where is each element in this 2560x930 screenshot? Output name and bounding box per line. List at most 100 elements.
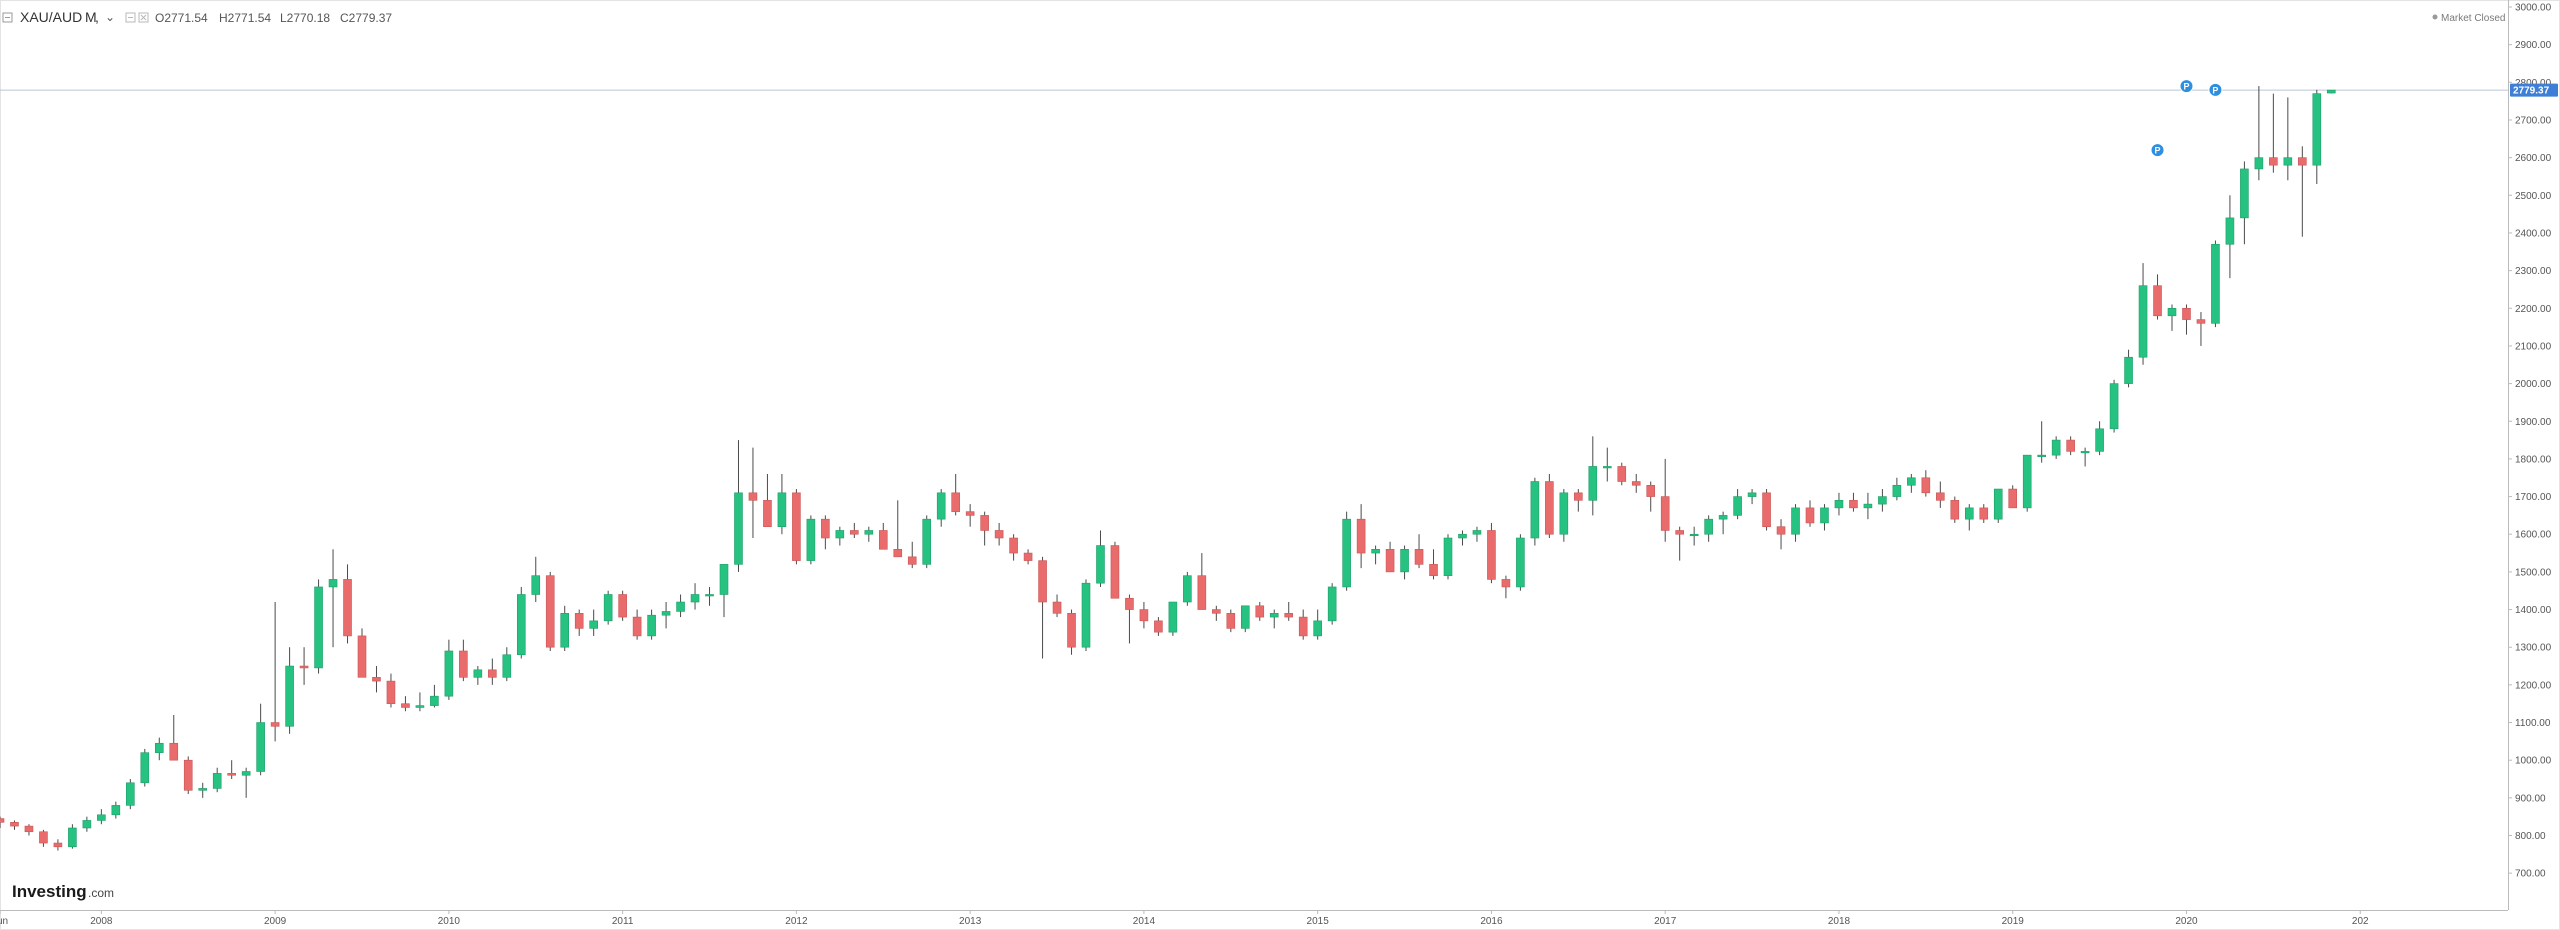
candle — [198, 782, 208, 798]
candle — [574, 609, 584, 636]
candle-body-down — [1660, 496, 1670, 531]
x-tick-label: 2016 — [1480, 916, 1503, 927]
candle — [0, 816, 5, 828]
candle-body-down — [459, 650, 468, 678]
candle-body-up — [1820, 507, 1829, 524]
candle — [2080, 447, 2090, 467]
candle — [1646, 481, 1656, 512]
candle — [2283, 97, 2293, 181]
candle-body-up — [1240, 605, 1250, 629]
candle — [1574, 489, 1583, 512]
candle-body-down — [1921, 477, 1931, 494]
event-marker[interactable]: P — [2208, 82, 2223, 97]
candle — [980, 511, 989, 546]
candle — [1892, 477, 1902, 501]
candle-body-up — [1689, 533, 1699, 537]
candle-body-up — [2240, 168, 2249, 219]
candle-body-down — [1110, 545, 1120, 599]
brand-name: Investing — [12, 882, 87, 901]
candle — [719, 564, 729, 618]
candle — [1154, 617, 1163, 636]
candle — [2326, 89, 2336, 94]
candle — [2312, 89, 2322, 184]
separator-comma: , — [95, 9, 99, 25]
candle — [2109, 379, 2119, 433]
candle-body-up — [1096, 545, 1105, 584]
settings-icon[interactable] — [125, 12, 136, 23]
y-axis: 700.00 800.00 900.00 1000.00 1100.00 1200.00 1… — [2508, 0, 2552, 910]
dropdown-chevron-icon[interactable]: ⌄ — [105, 10, 115, 24]
x-axis: Jun 2008 2009 2010 2011 2012 2013 2014 2015 2016 2… — [0, 910, 2508, 927]
candle — [1052, 594, 1062, 618]
candle-body-up — [2225, 217, 2235, 245]
y-tick-label: 1800.00 — [2515, 454, 2552, 465]
candle — [632, 609, 642, 640]
candles — [0, 86, 2336, 851]
candle-body-up — [690, 594, 700, 603]
candle — [1400, 545, 1409, 580]
event-marker[interactable]: P — [2150, 143, 2165, 158]
candle-body-down — [1385, 548, 1395, 573]
x-tick-label: 2015 — [1307, 916, 1330, 927]
candle-body-down — [386, 680, 396, 705]
candle-body-down — [1617, 466, 1627, 482]
candle — [1443, 534, 1453, 580]
candle — [1936, 481, 1945, 508]
candle — [1284, 602, 1294, 621]
candle — [1371, 545, 1380, 565]
y-tick-label: 1400.00 — [2515, 605, 2552, 616]
candle — [241, 767, 251, 798]
candle-body-down — [1284, 613, 1294, 618]
candle-body-up — [2167, 307, 2177, 317]
y-tick-label: 2200.00 — [2515, 304, 2552, 315]
y-tick-label: 2600.00 — [2515, 153, 2552, 164]
candle — [1791, 504, 1800, 542]
candle — [126, 779, 135, 810]
collapse-icon[interactable] — [2, 12, 13, 23]
candle — [1530, 477, 1540, 546]
y-tick-label: 1200.00 — [2515, 680, 2552, 691]
candle — [907, 541, 917, 569]
candle — [560, 605, 570, 651]
candle-body-up — [1791, 507, 1800, 535]
candle-body-down — [1545, 481, 1554, 535]
candle-body-up — [603, 594, 613, 622]
candle — [936, 489, 946, 527]
candle — [1429, 549, 1438, 580]
candle — [169, 715, 179, 761]
marker-label: P — [2155, 146, 2161, 156]
candle-body-down — [980, 515, 989, 531]
candle-body-up — [198, 788, 208, 791]
x-tick-label: 2017 — [1654, 916, 1677, 927]
close-icon[interactable] — [138, 12, 149, 23]
candle-body-down — [39, 831, 48, 844]
y-tick-label: 2300.00 — [2515, 266, 2552, 277]
event-marker[interactable]: P — [2179, 79, 2194, 94]
candle — [1125, 594, 1134, 644]
candle — [734, 440, 743, 572]
candle — [154, 737, 164, 761]
candle-body-down — [2153, 285, 2162, 317]
candle-body-down — [574, 613, 584, 629]
candle — [357, 628, 367, 678]
candle — [2008, 485, 2018, 509]
candle-body-down — [763, 500, 772, 528]
candle-body-up — [1892, 484, 1902, 497]
y-tick-label: 1100.00 — [2515, 718, 2551, 729]
candle-body-down — [357, 635, 367, 678]
marker-circle — [2208, 82, 2223, 97]
y-tick-label: 2100.00 — [2515, 341, 2552, 352]
candle-body-up — [806, 518, 816, 561]
y-tick-label: 3000.00 — [2515, 3, 2552, 14]
candle — [2240, 161, 2249, 245]
candle — [893, 500, 903, 558]
candle — [2138, 263, 2148, 365]
candle-body-down — [951, 492, 960, 512]
candle-body-up — [1993, 488, 2003, 520]
low-value: L2770.18 — [280, 11, 330, 25]
candle — [618, 590, 627, 621]
candle-body-down — [1805, 507, 1815, 524]
candle-body-up — [1458, 533, 1467, 539]
